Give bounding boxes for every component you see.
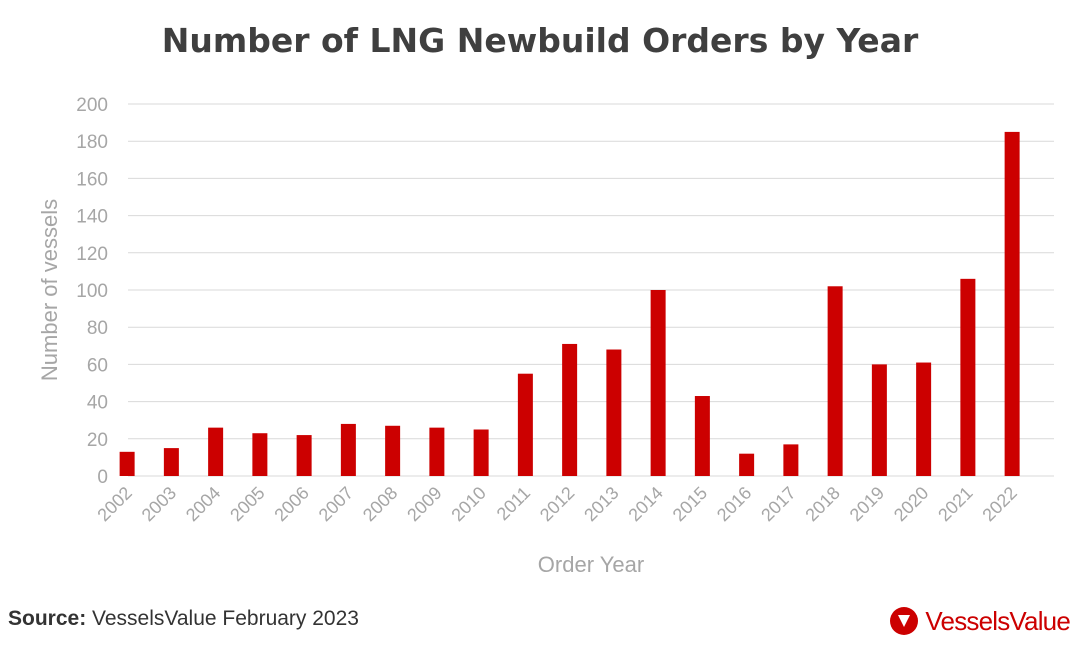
y-tick-label: 80 [87, 318, 108, 339]
x-tick-label: 2013 [580, 483, 622, 525]
bar-2008 [385, 425, 401, 476]
bar-2018 [827, 286, 843, 476]
x-tick-label: 2010 [447, 483, 489, 525]
bar-2014 [650, 290, 666, 476]
bar-2013 [606, 349, 622, 476]
x-tick-label: 2014 [624, 483, 666, 525]
bar-2020 [916, 362, 932, 476]
x-tick-label: 2016 [713, 483, 755, 525]
bar-2007 [340, 423, 356, 476]
logo-text: VesselsValue [925, 605, 1070, 636]
grid-layer [128, 103, 1054, 477]
x-tick-label: 2022 [978, 483, 1020, 525]
x-tick-label: 2006 [270, 483, 312, 525]
x-axis-label: Order Year [538, 552, 644, 577]
bar-2003 [163, 448, 179, 476]
y-axis-label: Number of vessels [37, 199, 62, 381]
bar-2006 [296, 435, 312, 476]
chart-title: Number of LNG Newbuild Orders by Year [162, 21, 919, 60]
y-tick-label: 200 [76, 95, 108, 116]
y-tick-label: 60 [87, 355, 108, 376]
x-tick-label: 2017 [757, 483, 799, 525]
bar-2004 [208, 427, 224, 476]
x-tick-label: 2002 [93, 483, 135, 525]
x-tick-label: 2021 [934, 483, 976, 525]
logo-triangle-icon [890, 607, 919, 635]
bar-2017 [783, 444, 799, 476]
y-tick-label: 40 [87, 393, 108, 414]
bar-2012 [562, 343, 578, 476]
x-tick-label: 2003 [138, 483, 180, 525]
y-tick-label: 120 [76, 244, 108, 265]
y-tick-label: 160 [76, 169, 108, 190]
y-tick-label: 0 [97, 467, 108, 488]
bar-2016 [739, 453, 755, 476]
x-tick-label: 2020 [890, 483, 932, 525]
bar-2022 [1004, 131, 1020, 476]
bar-2002 [119, 451, 135, 476]
x-tick-label: 2008 [359, 483, 401, 525]
bar-2005 [252, 433, 268, 476]
x-tick-label: 2019 [846, 483, 888, 525]
x-tick-label: 2005 [226, 483, 268, 525]
source-label: Source: [8, 607, 87, 630]
x-tick-label: 2018 [801, 483, 843, 525]
y-tick-label: 20 [87, 430, 108, 451]
x-tick-label: 2007 [315, 483, 357, 525]
bar-2011 [517, 373, 533, 476]
source-line: Source: VesselsValue February 2023 [8, 607, 359, 631]
bar-layer [119, 131, 1020, 476]
y-tick-label: 140 [76, 207, 108, 228]
bar-2009 [429, 427, 445, 476]
bar-2010 [473, 429, 489, 476]
bar-2019 [871, 364, 887, 476]
x-tick-label: 2009 [403, 483, 445, 525]
bar-2021 [960, 278, 976, 476]
x-tick-labels: 2002 2003 2004 2005 2006 2007 2008 2009 2010 2011… [93, 483, 1020, 525]
x-tick-label: 2011 [493, 483, 535, 525]
y-tick-labels: 0 20 40 60 80 100 120 140 160 180 200 [76, 95, 108, 488]
y-tick-label: 180 [76, 132, 108, 153]
source-text: VesselsValue February 2023 [92, 607, 359, 630]
x-tick-label: 2004 [182, 483, 224, 525]
vesselsvalue-logo: VesselsValue [889, 603, 1071, 639]
x-tick-label: 2015 [669, 483, 711, 525]
x-tick-label: 2012 [536, 483, 578, 525]
y-tick-label: 100 [76, 281, 108, 302]
bar-2015 [694, 396, 710, 476]
